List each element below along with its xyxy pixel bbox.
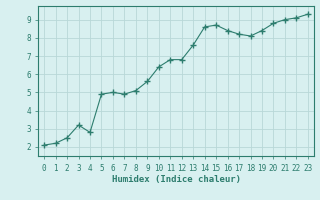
X-axis label: Humidex (Indice chaleur): Humidex (Indice chaleur)	[111, 175, 241, 184]
